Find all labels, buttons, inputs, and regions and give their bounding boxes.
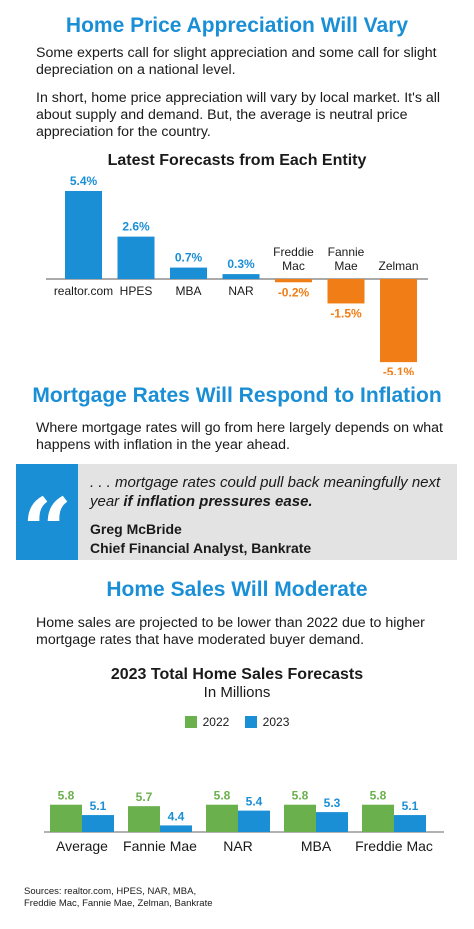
sales-chart-legend: 2022 2023 <box>0 715 474 731</box>
forecast-category-label: HPES <box>120 284 153 298</box>
forecast-value-label: 2.6% <box>122 220 150 234</box>
quote-author-name: Greg McBride <box>90 521 182 537</box>
quote-attribution: Greg McBride Chief Financial Analyst, Ba… <box>90 520 311 558</box>
sales-value-label: 5.8 <box>58 789 75 803</box>
forecast-bar <box>170 267 207 279</box>
sales-value-label: 5.8 <box>292 789 309 803</box>
sales-value-label: 5.3 <box>324 796 341 810</box>
sales-value-label: 5.8 <box>370 789 387 803</box>
legend-swatch-2023 <box>244 716 257 728</box>
legend-item-2023: 2023 <box>244 715 290 729</box>
legend-swatch-2022 <box>184 716 197 728</box>
legend-label-2023: 2023 <box>262 715 290 729</box>
forecast-value-label: 0.7% <box>175 251 203 265</box>
forecast-category-label: Fannie <box>328 245 365 259</box>
sales-bar-2022 <box>362 804 394 832</box>
sales-bar-2022 <box>50 804 82 832</box>
forecast-value-label: -1.5% <box>330 306 362 320</box>
sales-category-label: Fannie Mae <box>123 838 197 854</box>
forecast-value-label: 5.4% <box>70 174 98 188</box>
forecast-bar <box>380 279 417 363</box>
sales-category-label: MBA <box>301 838 332 854</box>
forecast-chart-title: Latest Forecasts from Each Entity <box>107 152 367 169</box>
sales-value-label: 5.7 <box>136 790 153 804</box>
forecast-bar <box>222 274 260 279</box>
forecast-category-label: Zelman <box>378 259 418 273</box>
forecast-bar <box>117 236 155 279</box>
forecast-value-label: -5.1% <box>383 365 415 375</box>
forecast-category-label: Mac <box>282 259 305 273</box>
sources-line-2: Freddie Mac, Fannie Mae, Zelman, Bankrat… <box>24 898 213 909</box>
forecast-category-label: NAR <box>228 284 254 298</box>
sales-chart-subtitle: In Millions <box>203 684 271 701</box>
section-title-mortgage: Mortgage Rates Will Respond to Inflation <box>32 384 442 407</box>
sales-bar-2023 <box>316 812 348 832</box>
sales-category-label: Average <box>56 838 108 854</box>
sales-category-label: NAR <box>223 838 253 854</box>
legend-label-2022: 2022 <box>202 715 230 729</box>
forecast-category-label: Mae <box>334 259 358 273</box>
sales-chart-title: 2023 Total Home Sales Forecasts <box>110 666 364 683</box>
price-detail-paragraph: In short, home price appreciation will v… <box>36 90 441 140</box>
sales-bar-2023 <box>394 815 426 832</box>
quote-text-emphasis: if inflation pressures ease. <box>123 493 313 510</box>
sales-bar-2023 <box>160 825 192 832</box>
quote-author-title: Chief Financial Analyst, Bankrate <box>90 540 312 556</box>
quote-text: . . . mortgage rates could pull back mea… <box>90 473 455 511</box>
forecast-value-label: 0.3% <box>227 257 255 271</box>
sales-value-label: 5.1 <box>90 799 107 813</box>
sales-category-label: Freddie Mac <box>355 838 433 854</box>
forecast-category-label: Freddie <box>273 245 314 259</box>
sales-forecast-chart: 5.8 5.1 Average 5.7 4.4 Fannie Mae 5.8 5.4 NAR 5.… <box>44 789 444 854</box>
sales-value-label: 5.1 <box>402 799 419 813</box>
section-title-price: Home Price Appreciation Will Vary <box>65 14 409 37</box>
sales-bar-2022 <box>284 804 316 832</box>
sales-bar-2023 <box>82 815 114 832</box>
sales-value-label: 5.8 <box>214 789 231 803</box>
quote-mark-icon: “ <box>16 464 78 582</box>
forecast-bar <box>275 279 312 283</box>
sources-note: Sources: realtor.com, HPES, NAR, MBA, Fr… <box>24 886 324 910</box>
forecast-value-label: -0.2% <box>278 285 310 299</box>
sources-line-1: Sources: realtor.com, HPES, NAR, MBA, <box>24 886 197 897</box>
forecast-category-label: MBA <box>175 284 201 298</box>
price-intro-paragraph: Some experts call for slight appreciatio… <box>36 45 437 78</box>
sales-bar-2022 <box>206 804 238 832</box>
sales-value-label: 4.4 <box>168 809 185 823</box>
sales-bar-2023 <box>238 810 270 832</box>
quote-text-main: . . . mortgage rates could pull back mea… <box>90 474 441 510</box>
forecast-bar <box>327 279 365 304</box>
mortgage-paragraph: Where mortgage rates will go from here l… <box>36 420 443 453</box>
price-forecast-chart: 5.4% realtor.com 2.6% HPES 0.7% MBA 0.3% NAR -0.… <box>46 174 428 375</box>
sales-paragraph: Home sales are projected to be lower tha… <box>36 615 425 648</box>
quote-callout: “ . . . mortgage rates could pull back m… <box>16 464 457 582</box>
legend-item-2022: 2022 <box>184 715 230 729</box>
forecast-bar <box>65 190 102 279</box>
forecast-category-label: realtor.com <box>54 284 113 298</box>
sales-bar-2022 <box>128 806 160 832</box>
sales-value-label: 5.4 <box>246 795 263 809</box>
section-title-sales: Home Sales Will Moderate <box>106 578 368 601</box>
